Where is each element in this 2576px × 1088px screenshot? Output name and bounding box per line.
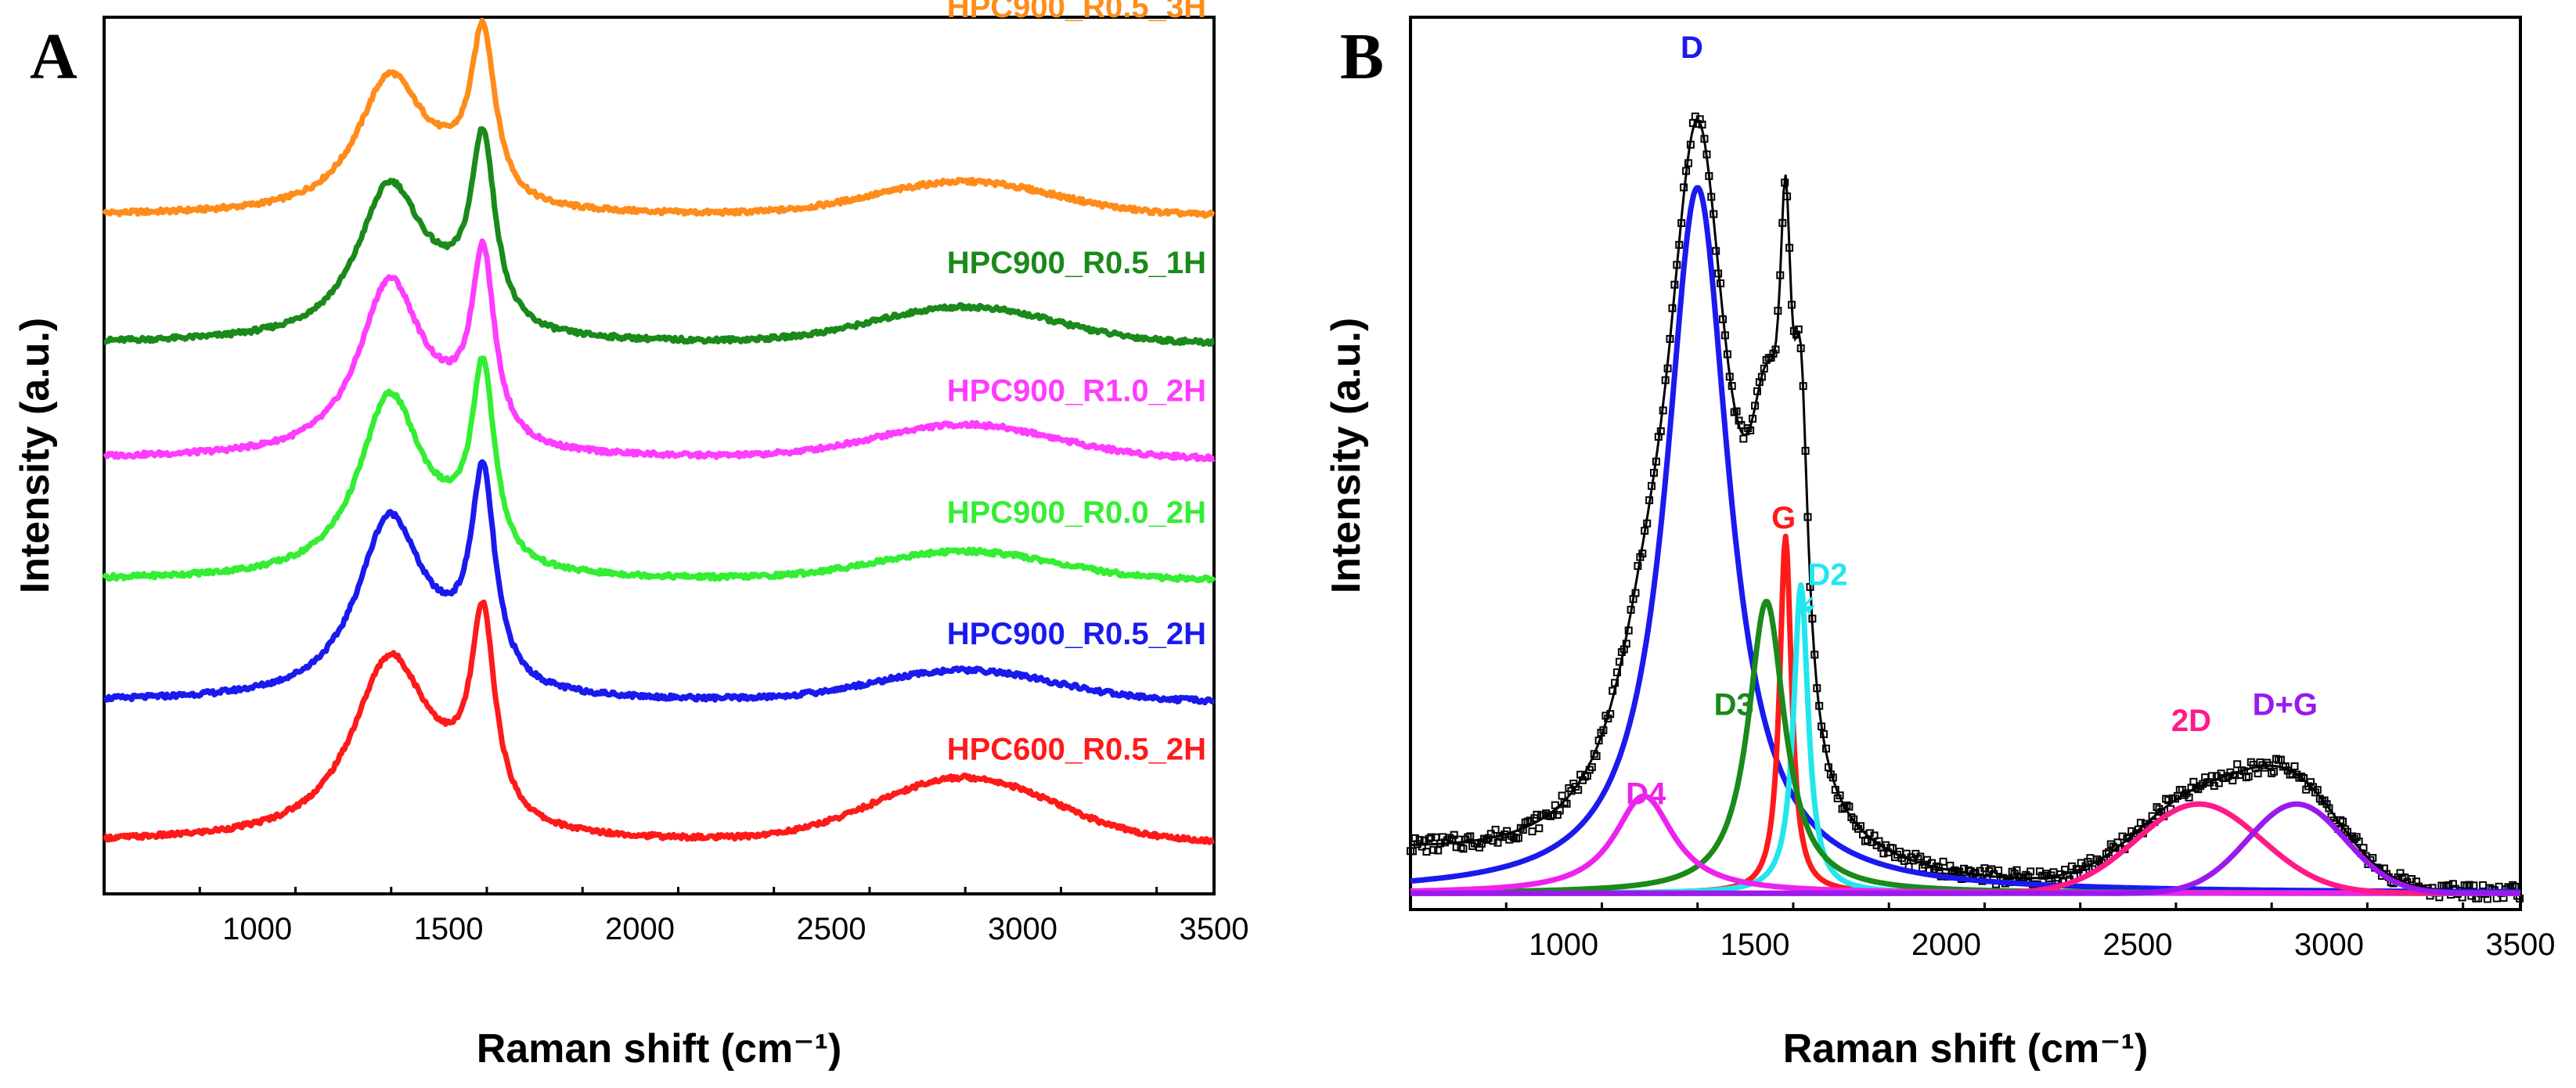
panel-b-data-point xyxy=(1528,827,1537,836)
panel-b-data-point xyxy=(2261,763,2269,772)
panel-a-series-label: HPC900_R1.0_2H xyxy=(947,374,1206,409)
panel-a-x-axis: 1000 1500 2000 2500 3000 3500 xyxy=(103,887,1249,946)
panel-b-data-point xyxy=(1553,811,1562,819)
panel-b-data-point xyxy=(2354,838,2363,846)
panel-b-data-point xyxy=(1450,830,1458,839)
panel-b-x-tick-label: 2500 xyxy=(2103,928,2173,962)
panel-b-data-point xyxy=(2270,767,2279,776)
panel-b-data-point xyxy=(2412,877,2420,886)
panel-a-x-tick-label: 2500 xyxy=(797,912,866,946)
panel-b-data-point xyxy=(2185,793,2193,802)
panel-b-data-point xyxy=(1491,826,1500,834)
panel-b-data-point xyxy=(2207,772,2216,780)
panel-b-data-point xyxy=(1535,824,1544,833)
panel-b-data-point xyxy=(1879,849,1888,858)
panel-b-data-point xyxy=(2233,760,2242,769)
panel-b-x-tick-label: 1000 xyxy=(1529,928,1598,962)
panel-a-series-line xyxy=(102,17,1216,219)
panel-b-data-point xyxy=(1434,846,1443,855)
panel-a-series-line xyxy=(103,599,1216,845)
panel-a-x-tick-label: 2000 xyxy=(605,912,675,946)
panel-a-x-tick-label: 1500 xyxy=(414,912,484,946)
panel-b-data-point xyxy=(1466,832,1475,841)
panel-a-series-label: HPC600_R0.5_2H xyxy=(947,732,1206,766)
panel-a-y-axis-title: Intensity (a.u.) xyxy=(13,318,58,593)
panel-b-data-point xyxy=(2325,804,2333,812)
panel-b-data-point xyxy=(2479,881,2488,889)
panel-b-data-point xyxy=(1590,750,1598,758)
panel-b-data-point xyxy=(1514,834,1522,842)
panel-b-data-point xyxy=(2008,867,2016,876)
panel-b-x-axis: 1000 1500 2000 2500 3000 3500 xyxy=(1409,902,2556,962)
panel-b-x-tick-label: 1500 xyxy=(1720,928,1790,962)
panel-a-x-tick-label: 3000 xyxy=(988,912,1057,946)
panel-b-data-point xyxy=(2396,869,2405,877)
panel-a-series-label: HPC900_R0.0_2H xyxy=(947,495,1206,530)
panel-b-data-point xyxy=(1739,434,1748,443)
panel-b-data-point xyxy=(1427,833,1436,841)
panel-b-data-point xyxy=(1459,845,1468,853)
panel-b-data-point xyxy=(2244,773,2253,780)
panel-b-letter: B xyxy=(1340,20,1384,93)
panel-b-data-point xyxy=(1994,866,2003,875)
panel-b-d2-arrow xyxy=(1803,596,1814,608)
panel-a-letter: A xyxy=(30,20,77,93)
panel-b-x-tick-label: 2000 xyxy=(1911,928,1981,962)
panel-b-data-point xyxy=(1558,791,1566,800)
panel-a-x-tick-label: 3500 xyxy=(1180,912,1249,946)
panel-b-data-point xyxy=(2465,881,2473,889)
panel-b-data-point xyxy=(2290,762,2299,770)
panel-a-series-line xyxy=(101,355,1216,584)
panel-a-series xyxy=(101,17,1216,845)
panel-b-peak-label: D+G xyxy=(2253,687,2318,722)
panel-b-x-tick-label: 3500 xyxy=(2486,928,2556,962)
panel-b-fitted-peaks xyxy=(1409,185,2522,896)
panel-a: A 1000 1500 2000 2500 3000 3500 HPC900_R0.5_3… xyxy=(13,0,1248,1072)
panel-b-peak-dplusg xyxy=(1409,801,2522,896)
panel-b-data-point xyxy=(2242,773,2250,782)
panel-a-x-tick-label: 1000 xyxy=(222,912,292,946)
panel-b-d2-arrowhead xyxy=(1803,605,1815,615)
panel-b: B 1000 1500 2000 2500 3000 3500 D G D2 D3 D4 2D D+G… xyxy=(1324,16,2556,1072)
panel-b-data-point xyxy=(1521,818,1529,827)
panel-b-y-axis-title: Intensity (a.u.) xyxy=(1324,318,1369,593)
panel-b-data-point xyxy=(2027,867,2035,876)
panel-b-peak-label: D4 xyxy=(1626,776,1666,811)
panel-b-data-point xyxy=(1845,802,1854,811)
panel-b-data-point xyxy=(1408,847,1417,856)
panel-b-x-axis-title: Raman shift (cm⁻¹) xyxy=(1783,1026,2149,1072)
panel-b-data-point xyxy=(1939,857,1947,866)
panel-b-data-point xyxy=(1555,806,1564,815)
panel-a-series-line xyxy=(103,459,1216,706)
panel-b-data-point xyxy=(2254,769,2262,778)
panel-b-data-point xyxy=(2268,769,2276,777)
panel-a-series-line xyxy=(103,238,1216,463)
panel-b-frame xyxy=(1409,16,2522,911)
panel-b-peak-label: D3 xyxy=(1714,687,1754,722)
panel-b-data-point xyxy=(2153,803,2161,812)
panel-b-peak-label: D xyxy=(1681,31,1703,65)
panel-b-data-point xyxy=(1429,845,1438,854)
panel-a-series-labels: HPC900_R0.5_3H HPC900_R0.5_1H HPC900_R1.0_… xyxy=(947,0,1206,766)
panel-b-data-point xyxy=(1870,831,1879,840)
panel-b-data-point xyxy=(1847,813,1856,822)
panel-b-x-tick-label: 3000 xyxy=(2294,928,2364,962)
panel-a-series-label: HPC900_R0.5_1H xyxy=(947,246,1206,280)
panel-b-data-point xyxy=(2024,872,2033,881)
panel-b-peak-labels: D G D2 D3 D4 2D D+G xyxy=(1626,31,2318,811)
panel-a-series-label: HPC900_R0.5_2H xyxy=(947,617,1206,651)
panel-b-peak-label: G xyxy=(1771,501,1796,535)
panel-b-experimental-data xyxy=(1407,112,2524,903)
panel-b-data-point xyxy=(2228,776,2237,785)
panel-a-series-label: HPC900_R0.5_3H xyxy=(947,0,1206,24)
panel-b-data-point xyxy=(2470,881,2478,890)
panel-b-data-point xyxy=(1562,799,1571,808)
panel-a-series-line xyxy=(103,126,1216,348)
panel-b-peak-label: D2 xyxy=(1807,557,1847,592)
panel-b-envelope-line xyxy=(1410,118,2520,893)
panel-b-peak-label: 2D xyxy=(2171,704,2211,738)
panel-b-data-point xyxy=(2214,779,2223,787)
panel-a-x-axis-title: Raman shift (cm⁻¹) xyxy=(477,1026,842,1072)
